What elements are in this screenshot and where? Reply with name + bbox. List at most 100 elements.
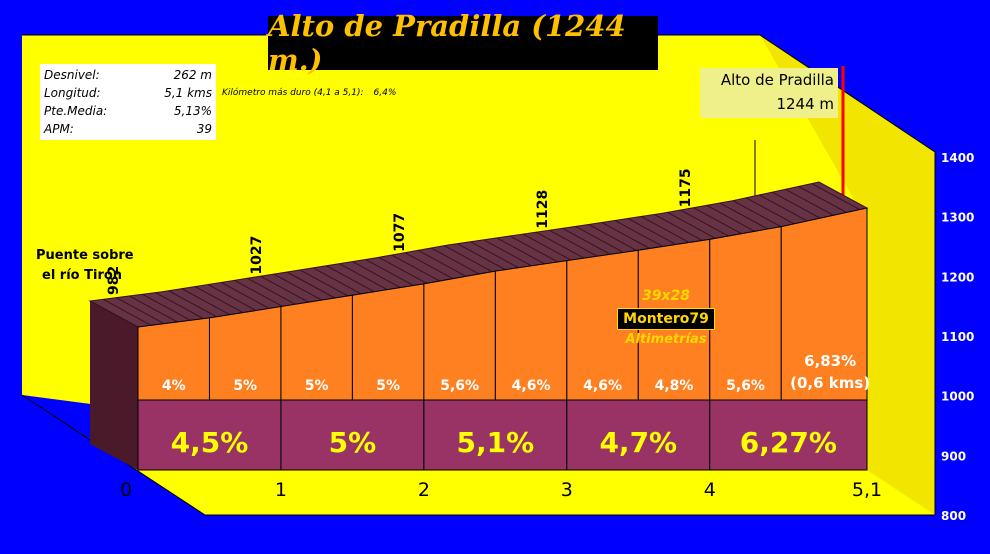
road-hatch	[325, 265, 375, 293]
road-hatch	[470, 241, 519, 269]
road-hatch	[220, 281, 270, 309]
stat-label: Pte.Media:	[44, 104, 108, 118]
road-hatch	[680, 209, 729, 237]
credit-author: Montero79	[617, 308, 715, 330]
km-band-segment	[423, 399, 568, 471]
road-hatch	[129, 295, 178, 323]
road-hatch	[207, 284, 257, 311]
road-hatch	[142, 293, 191, 321]
road-hatch	[430, 247, 480, 275]
stats-box: Desnivel: 262 m Longitud: 5,1 kms Pte.Me…	[40, 64, 216, 140]
km-band-segment	[709, 399, 868, 471]
km-gradient-label: 5%	[329, 426, 377, 459]
road-hatch	[339, 263, 388, 291]
title-box: Alto de Pradilla (1244 m.)	[268, 9, 658, 77]
road-hatch	[719, 202, 769, 230]
chart-title: Alto de Pradilla (1244 m.)	[268, 9, 626, 77]
road-hatch	[522, 233, 572, 261]
elevation-label: 1175	[678, 168, 694, 207]
km-gradient-label: 4,7%	[599, 426, 677, 459]
road-hatch	[457, 243, 506, 271]
road-hatch	[286, 271, 336, 299]
km-gradient-label: 5,1%	[457, 426, 535, 459]
stat-value: 5,13%	[173, 104, 212, 118]
credit-block: 39x28 Montero79 Altimetrías	[606, 288, 726, 347]
road-hatch	[549, 229, 598, 257]
half-km-gradient-label: 5%	[305, 378, 329, 394]
half-km-gradient-label: 5%	[376, 378, 400, 394]
road-hatch	[155, 292, 204, 320]
road-hatch	[614, 220, 664, 247]
y-tick-label: 1200	[941, 270, 974, 284]
x-tick-label: 5,1	[852, 479, 882, 501]
road-hatch	[234, 279, 283, 307]
credit-source: Altimetrías	[625, 332, 707, 347]
km-band-segment	[137, 399, 282, 471]
road-hatch	[811, 183, 860, 211]
road-hatch	[181, 288, 231, 316]
summit-altitude: 1244 m	[776, 95, 834, 113]
stat-value: 5,1 kms	[164, 86, 212, 100]
half-km-gradient-label: 6,83%	[804, 352, 856, 370]
start-label-line1: Puente sobre	[36, 248, 134, 263]
elevation-label: 1128	[535, 190, 551, 229]
road-hatch	[378, 256, 427, 284]
hardest-km-note: Kilómetro más duro (4,1 a 5,1): 6,4%	[222, 88, 396, 98]
km-gradient-label: 6,27%	[740, 426, 837, 459]
road-hatch	[693, 207, 742, 235]
stat-label: Longitud:	[44, 86, 101, 100]
road-hatch	[667, 211, 716, 239]
chart-floor	[22, 395, 935, 515]
km-band-segment	[280, 399, 425, 471]
road-hatch	[391, 254, 441, 282]
km-gradient-label: 4,5%	[171, 426, 249, 459]
stat-value: 39	[196, 122, 212, 136]
road-hatch	[627, 218, 677, 245]
road-hatch	[352, 261, 401, 289]
stat-row: APM: 39	[44, 120, 212, 138]
road-hatch	[758, 194, 808, 222]
road-hatch	[247, 277, 296, 305]
stat-label: APM:	[44, 122, 74, 136]
road-hatch	[404, 252, 454, 280]
road-hatch	[798, 185, 847, 213]
x-tick-label: 0	[120, 479, 132, 501]
x-tick-label: 1	[275, 479, 287, 501]
x-tick-label: 3	[561, 479, 573, 501]
credit-gear: 39x28	[642, 288, 690, 304]
road-hatch	[417, 249, 467, 277]
stat-row: Longitud: 5,1 kms	[44, 84, 212, 102]
stat-value: 262 m	[173, 68, 212, 82]
elevation-label: 1077	[392, 213, 408, 252]
road-hatch	[732, 200, 782, 228]
road-hatch	[588, 224, 637, 251]
road-hatch	[168, 290, 217, 318]
summit-label-box: Alto de Pradilla 1244 m	[700, 68, 838, 118]
back-wall-shade	[760, 35, 935, 515]
profile-side-face	[90, 301, 138, 470]
half-km-gradient-label: 4,8%	[655, 378, 694, 394]
half-km-gradient-label: 4,6%	[583, 378, 622, 394]
half-km-gradient-label: 4,6%	[512, 378, 551, 394]
y-tick-label: 800	[941, 509, 966, 523]
half-km-gradient-label: 4%	[162, 378, 186, 394]
road-hatch	[483, 239, 532, 267]
km-band-segment	[566, 399, 711, 471]
road-hatch	[562, 227, 611, 255]
road-hatch	[509, 235, 559, 263]
hardest-km-label: Kilómetro más duro (4,1 a 5,1):	[222, 88, 364, 98]
road-hatch	[89, 300, 139, 328]
road-hatch	[496, 237, 546, 265]
road-hatch	[654, 214, 703, 241]
road-hatch	[299, 269, 349, 297]
road-hatch	[194, 286, 244, 314]
half-km-distance-label: (0,6 kms)	[790, 374, 870, 392]
road-hatch	[601, 222, 650, 249]
y-tick-label: 900	[941, 449, 966, 463]
half-km-gradient-label: 5,6%	[726, 378, 765, 394]
stat-row: Desnivel: 262 m	[44, 66, 212, 84]
road-hatch	[785, 188, 834, 216]
hardest-km-value: 6,4%	[373, 88, 397, 98]
y-tick-label: 1000	[941, 390, 974, 404]
